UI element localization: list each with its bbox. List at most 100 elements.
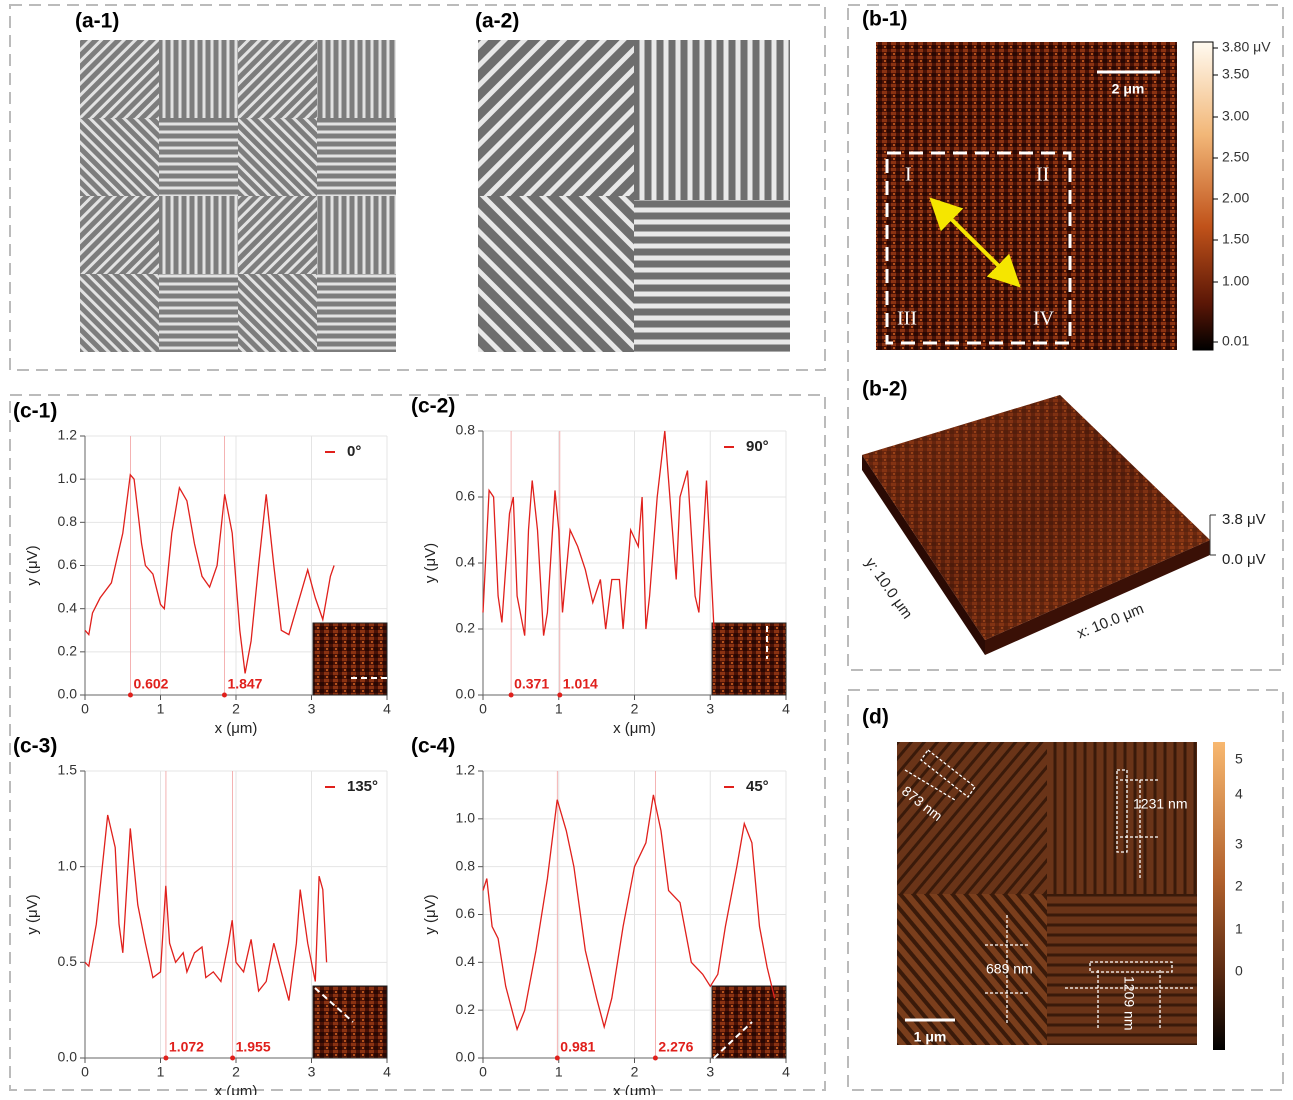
z-label: 0.0 μV bbox=[1222, 551, 1266, 568]
x-tick-label: 4 bbox=[383, 1064, 391, 1080]
x-tick-label: 3 bbox=[706, 701, 714, 717]
axis-label: y: 10.0 μm bbox=[861, 555, 915, 622]
dimension-label: 1231 nm bbox=[1133, 796, 1187, 812]
y-tick-label: 0.2 bbox=[58, 643, 78, 659]
colorbar-label: 4 bbox=[1235, 786, 1243, 802]
marker-dot bbox=[163, 1055, 169, 1061]
surface-b2-part bbox=[862, 455, 985, 655]
sem-tile bbox=[238, 196, 317, 274]
heatmap-b1-part bbox=[929, 197, 1021, 288]
x-axis-label: x (μm) bbox=[215, 1083, 258, 1095]
sem-image-a2-part bbox=[478, 196, 634, 352]
heatmap-b1-part bbox=[885, 151, 1072, 345]
colorbar-label: 2 bbox=[1235, 878, 1243, 894]
dimension-label: 689 nm bbox=[986, 961, 1033, 977]
y-tick-label: 1.5 bbox=[58, 762, 78, 778]
marker-dot bbox=[230, 1055, 236, 1061]
chart-title: (c-3) bbox=[13, 735, 57, 758]
legend-label: 0° bbox=[347, 443, 361, 460]
inset bbox=[711, 985, 787, 1059]
marker-dot bbox=[652, 1055, 658, 1061]
y-tick-label: 0.2 bbox=[456, 620, 476, 636]
legend-label: 135° bbox=[347, 778, 378, 795]
sem-tile bbox=[159, 40, 238, 118]
y-tick-label: 0.4 bbox=[456, 953, 476, 969]
y-axis-label: y (μV) bbox=[24, 894, 41, 934]
colorbar-label: 5 bbox=[1235, 751, 1243, 767]
x-tick-label: 0 bbox=[479, 701, 487, 717]
image-d-part bbox=[897, 742, 1047, 894]
region-label: IV bbox=[1033, 308, 1055, 330]
region-label: II bbox=[1036, 164, 1049, 186]
y-tick-label: 1.2 bbox=[456, 762, 476, 778]
sem-image-a2-part bbox=[634, 40, 790, 200]
image-d-part bbox=[1047, 894, 1197, 1045]
colorbar-label: 1.50 bbox=[1222, 231, 1249, 247]
sem-tile bbox=[80, 40, 159, 118]
heatmap-b1-part bbox=[1192, 41, 1214, 351]
x-tick-label: 1 bbox=[555, 701, 563, 717]
x-tick-label: 0 bbox=[479, 1064, 487, 1080]
sem-tile bbox=[317, 274, 396, 352]
marker-dot bbox=[554, 1055, 560, 1061]
inset-path bbox=[314, 987, 354, 1023]
y-tick-label: 0.0 bbox=[456, 1049, 476, 1065]
marker-dot bbox=[557, 692, 563, 698]
dimension-label: 1209 nm bbox=[1121, 976, 1137, 1030]
panel-label: (b-2) bbox=[862, 378, 908, 401]
z-label: 3.8 μV bbox=[1222, 511, 1266, 528]
region-label: III bbox=[897, 308, 917, 330]
sem-tile bbox=[317, 40, 396, 118]
image-d bbox=[897, 742, 1225, 1050]
sem-image-a2-part bbox=[478, 40, 634, 196]
y-tick-label: 0.0 bbox=[58, 686, 78, 702]
marker-label: 1.014 bbox=[563, 676, 598, 692]
data-line bbox=[84, 473, 335, 674]
marker-label: 2.276 bbox=[658, 1039, 693, 1055]
image-d-part-part bbox=[920, 749, 976, 798]
marker-label: 0.981 bbox=[560, 1039, 595, 1055]
surface-b2-part bbox=[862, 395, 1210, 640]
y-tick-label: 0.4 bbox=[456, 554, 476, 570]
x-tick-label: 0 bbox=[81, 1064, 89, 1080]
colorbar-label: 1.00 bbox=[1222, 273, 1249, 289]
marker-dot bbox=[127, 692, 133, 698]
marker-label: 1.072 bbox=[169, 1039, 204, 1055]
sem-tile bbox=[159, 118, 238, 196]
chart-title: (c-4) bbox=[411, 735, 455, 758]
panel-label: (b-1) bbox=[862, 8, 908, 31]
colorbar-label: 3 bbox=[1235, 836, 1243, 852]
y-tick-label: 0.4 bbox=[58, 599, 78, 615]
sem-tile bbox=[238, 40, 317, 118]
y-tick-label: 0.6 bbox=[456, 905, 476, 921]
heatmap-b1 bbox=[876, 41, 1214, 351]
y-tick-label: 0.6 bbox=[456, 488, 476, 504]
image-d-part bbox=[1213, 742, 1225, 1050]
panel-label: (a-2) bbox=[475, 10, 519, 33]
x-tick-label: 1 bbox=[157, 701, 165, 717]
colorbar-label: 2.00 bbox=[1222, 190, 1249, 206]
sem-tile bbox=[159, 274, 238, 352]
x-tick-label: 2 bbox=[232, 701, 240, 717]
x-axis-label: x (μm) bbox=[613, 720, 656, 737]
scale-bar-label: 2 μm bbox=[1112, 81, 1145, 97]
colorbar-label: 3.50 bbox=[1222, 66, 1249, 82]
x-tick-label: 4 bbox=[782, 701, 790, 717]
chart-title: (c-2) bbox=[411, 395, 455, 418]
y-axis-label: y (μV) bbox=[24, 545, 41, 585]
x-tick-label: 3 bbox=[706, 1064, 714, 1080]
y-tick-label: 0.8 bbox=[456, 857, 476, 873]
image-d-part bbox=[1047, 742, 1197, 894]
panel-boxes-part bbox=[847, 4, 1284, 671]
y-tick-label: 1.0 bbox=[58, 857, 78, 873]
inset bbox=[711, 622, 787, 696]
x-tick-label: 1 bbox=[555, 1064, 563, 1080]
panel-boxes-part bbox=[9, 394, 826, 1091]
panel-boxes-part bbox=[847, 689, 1284, 1091]
y-tick-label: 0.5 bbox=[58, 953, 78, 969]
x-axis-label: x (μm) bbox=[215, 720, 258, 737]
colorbar-label: 0 bbox=[1235, 963, 1243, 979]
x-tick-label: 4 bbox=[782, 1064, 790, 1080]
y-tick-label: 0.6 bbox=[58, 556, 78, 572]
